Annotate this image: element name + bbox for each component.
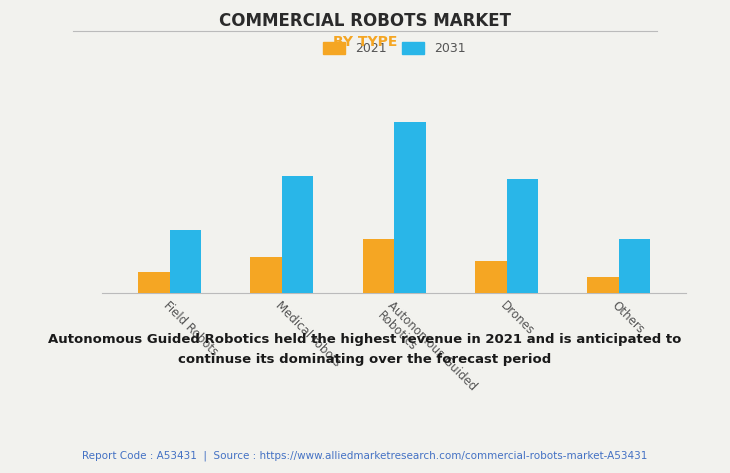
Bar [282,176,313,293]
Bar [169,230,201,293]
Bar [588,277,619,293]
Bar [619,239,650,293]
Text: Autonomous Guided Robotics held the highest revenue in 2021 and is anticipated t: Autonomous Guided Robotics held the high… [48,333,682,367]
Text: COMMERCIAL ROBOTS MARKET: COMMERCIAL ROBOTS MARKET [219,12,511,30]
Bar [475,261,507,293]
Text: Report Code : A53431  |  Source : https://www.alliedmarketresearch.com/commercia: Report Code : A53431 | Source : https://… [82,451,648,461]
Bar [363,239,394,293]
Bar [250,257,282,293]
Text: BY TYPE: BY TYPE [333,35,397,50]
Bar [507,179,538,293]
Bar [394,122,426,293]
Bar [138,272,169,293]
Legend: 2021, 2031: 2021, 2031 [318,37,471,60]
